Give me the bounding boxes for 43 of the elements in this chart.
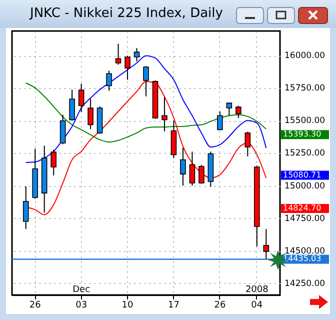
x-tick-label: 26 (29, 300, 42, 310)
y-tick-label: 15500.00 (284, 116, 326, 126)
text: 15393.30 (283, 130, 322, 139)
candlestick (106, 70, 112, 92)
y-tick-label: 14500.00 (284, 246, 326, 256)
candlestick (115, 43, 122, 66)
line-series (25, 82, 267, 143)
y-tick-label: 15250.00 (284, 148, 326, 159)
candlestick (236, 105, 242, 119)
annotation: Dec (72, 285, 90, 295)
annotation: 2008 (245, 285, 269, 295)
chart-title: JNKC - Nikkei 225 Index, Daily (30, 6, 223, 21)
candlestick (263, 228, 270, 260)
candlestick (60, 114, 66, 145)
y-tick-label: 14750.00 (284, 214, 326, 224)
candlestick (180, 147, 186, 186)
candlestick (217, 110, 223, 130)
candlestick (189, 151, 196, 186)
candlestick (244, 131, 251, 157)
x-tick-label: 17 (168, 300, 180, 310)
candlestick (143, 66, 149, 97)
candlestick (78, 83, 84, 113)
ref-line-label: 14435.03 (283, 254, 322, 264)
candlestick (162, 96, 168, 132)
y-tick-label: 15750.00 (284, 84, 326, 94)
y-tick-label: 16000.00 (284, 51, 326, 62)
y-tick-label: 15000.00 (284, 181, 326, 192)
candlestick (50, 149, 56, 176)
candlestick (69, 89, 75, 122)
candlestick (170, 120, 177, 159)
candlestick (198, 164, 204, 184)
candlestick (226, 102, 232, 116)
candlestick (134, 48, 140, 62)
x-tick-label: 03 (76, 300, 88, 310)
x-tick-label: 26 (214, 300, 226, 310)
candlestick (22, 186, 29, 230)
x-tick-label: 04 (251, 300, 263, 310)
candlestick (88, 98, 94, 130)
x-tick-label: 10 (122, 300, 134, 310)
text: 15080.71 (283, 170, 322, 180)
y-tick-label: 14250.00 (284, 278, 326, 289)
candlestick (124, 55, 130, 80)
text: 14824.70 (283, 204, 322, 213)
